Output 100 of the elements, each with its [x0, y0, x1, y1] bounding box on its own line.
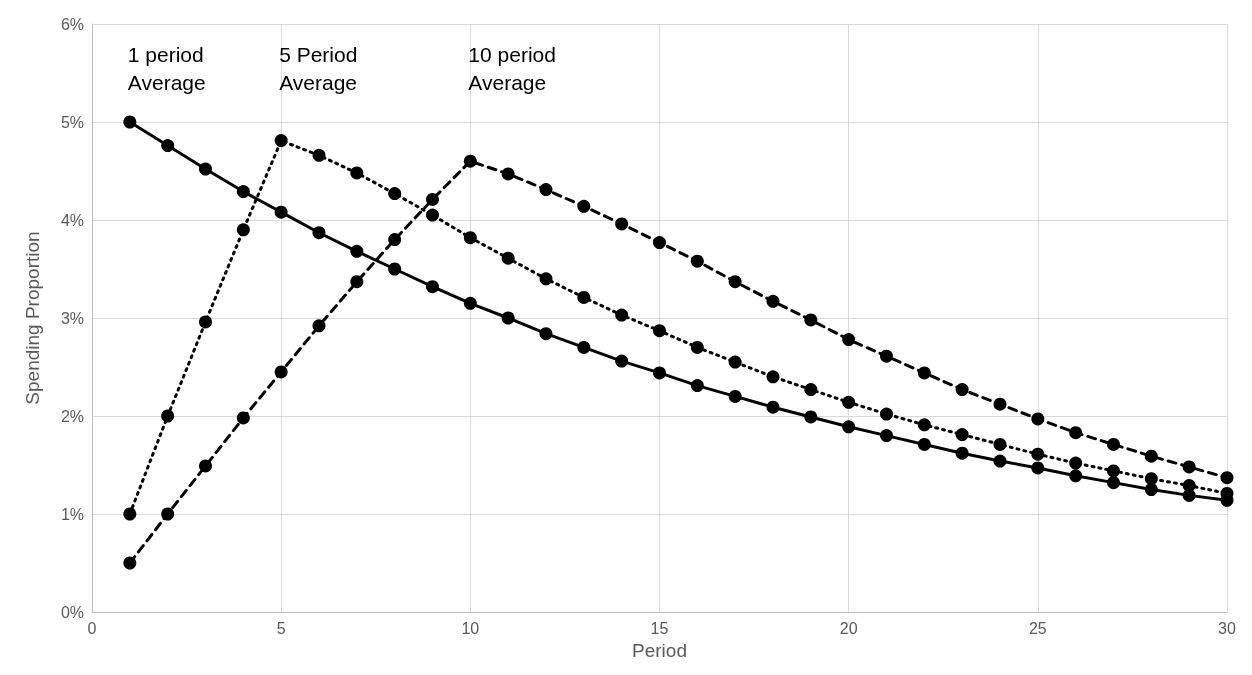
point	[804, 313, 818, 327]
point	[690, 254, 704, 268]
point	[312, 319, 326, 333]
y-tick-label: 5%	[60, 113, 84, 131]
series-label: 5 Period Average	[279, 42, 358, 94]
point	[123, 115, 137, 129]
point	[1069, 456, 1083, 470]
x-tick-label: 15	[650, 619, 669, 637]
point	[766, 370, 780, 384]
point	[766, 400, 780, 414]
y-tick-label: 2%	[60, 407, 84, 425]
point	[1107, 437, 1120, 451]
point	[1031, 447, 1045, 461]
series-label: 1 period Average	[127, 42, 206, 94]
point	[274, 365, 288, 379]
point	[955, 383, 969, 397]
point	[539, 272, 553, 286]
point	[804, 383, 818, 397]
point	[690, 340, 704, 354]
y-tick-label: 6%	[60, 15, 84, 33]
x-tick-label: 25	[1028, 619, 1047, 637]
y-axis-title: Spending Proportion	[22, 231, 43, 405]
point	[1182, 479, 1196, 493]
point	[312, 226, 326, 240]
point	[993, 454, 1007, 468]
point	[842, 333, 856, 347]
point	[388, 262, 402, 276]
y-tick-label: 3%	[60, 309, 84, 327]
point	[917, 418, 931, 432]
y-tick-label: 1%	[60, 505, 84, 523]
point	[388, 187, 402, 201]
point	[274, 205, 288, 219]
point	[501, 167, 515, 181]
point	[199, 459, 212, 473]
point	[426, 192, 439, 206]
point	[199, 315, 212, 329]
x-tick-label: 10	[461, 619, 480, 637]
point	[1031, 412, 1045, 426]
point	[880, 349, 893, 363]
x-tick-label: 20	[839, 619, 858, 637]
point	[1144, 472, 1158, 486]
point	[842, 420, 856, 434]
y-tick-label: 4%	[60, 211, 84, 229]
point	[161, 507, 175, 521]
point	[880, 429, 893, 443]
point	[955, 428, 969, 442]
point	[615, 354, 629, 368]
x-tick-label: 0	[87, 619, 97, 637]
point	[236, 411, 250, 425]
point	[1107, 464, 1120, 478]
point	[350, 166, 364, 180]
point	[350, 275, 364, 289]
point	[501, 311, 515, 325]
point	[766, 294, 780, 308]
point	[653, 366, 666, 380]
point	[955, 446, 969, 460]
x-tick-label: 30	[1218, 619, 1236, 637]
point	[577, 199, 591, 213]
x-tick-label: 5	[276, 619, 286, 637]
point	[615, 217, 629, 231]
point	[728, 275, 742, 289]
point	[577, 290, 591, 304]
point	[1107, 476, 1120, 490]
point	[653, 236, 666, 250]
x-axis-title: Period	[632, 639, 687, 661]
point	[312, 148, 326, 162]
point	[123, 556, 137, 570]
text: 10 period Average	[468, 42, 556, 94]
point	[1031, 461, 1045, 475]
point	[350, 244, 364, 258]
point	[463, 154, 477, 168]
point	[804, 410, 818, 424]
point	[1182, 460, 1196, 474]
point	[161, 139, 175, 153]
point	[1069, 426, 1083, 440]
point	[653, 324, 666, 338]
point	[426, 280, 439, 294]
point	[993, 437, 1007, 451]
point	[728, 389, 742, 403]
point	[463, 231, 477, 245]
point	[1069, 469, 1083, 483]
point	[123, 507, 137, 521]
point	[161, 409, 175, 423]
point	[917, 366, 931, 380]
point	[1144, 449, 1158, 463]
point	[917, 437, 931, 451]
point	[615, 308, 629, 322]
point	[463, 296, 477, 310]
point	[426, 208, 439, 222]
point	[577, 340, 591, 354]
point	[539, 183, 553, 197]
point	[199, 162, 212, 176]
point	[501, 251, 515, 265]
point	[236, 223, 250, 237]
point	[880, 407, 893, 421]
point	[539, 327, 553, 341]
point	[728, 355, 742, 369]
point	[1144, 483, 1158, 496]
y-tick-label: 0%	[60, 603, 84, 621]
point	[690, 379, 704, 393]
